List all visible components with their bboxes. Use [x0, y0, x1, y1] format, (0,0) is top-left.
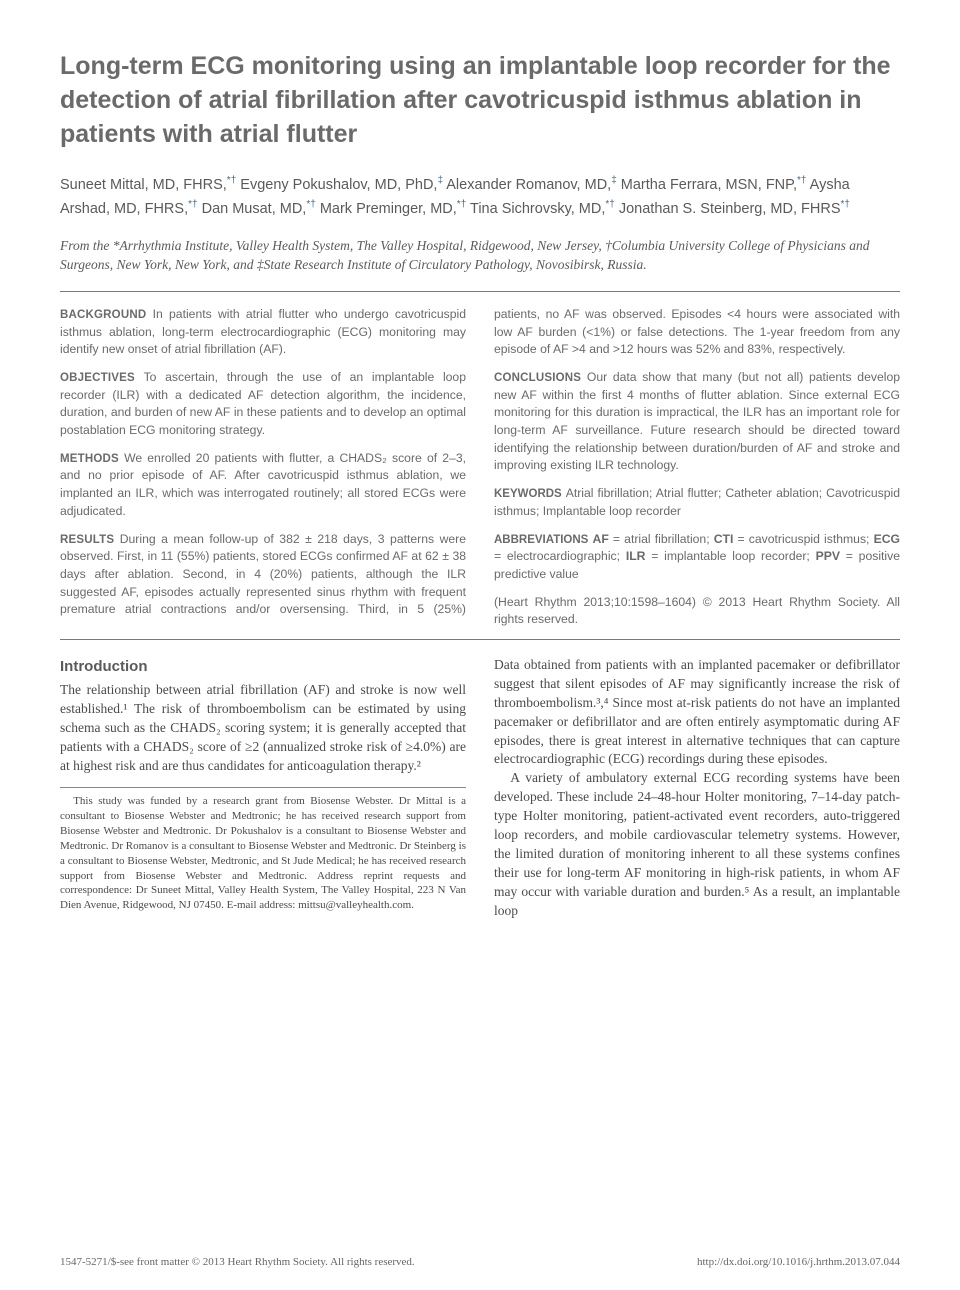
text-methods: We enrolled 20 patients with flutter, a … [60, 451, 466, 518]
label-methods: METHODS [60, 453, 119, 465]
intro-para-2: Data obtained from patients with an impl… [494, 656, 900, 769]
abstract-citation: (Heart Rhythm 2013;10:1598–1604) © 2013 … [494, 594, 900, 629]
funding-footnote: This study was funded by a research gran… [60, 787, 466, 913]
affiliations: From the *Arrhythmia Institute, Valley H… [60, 236, 900, 275]
text-conclusions: Our data show that many (but not all) pa… [494, 370, 900, 472]
intro-para-3: A variety of ambulatory external ECG rec… [494, 769, 900, 920]
abstract-block: BACKGROUND In patients with atrial flutt… [60, 306, 900, 629]
intro-para-1: The relationship between atrial fibrilla… [60, 681, 466, 775]
page-footer: 1547-5271/$-see front matter © 2013 Hear… [60, 1256, 900, 1268]
label-conclusions: CONCLUSIONS [494, 372, 581, 384]
abstract-objectives: OBJECTIVES To ascertain, through the use… [60, 369, 466, 440]
label-keywords: KEYWORDS [494, 488, 562, 500]
abstract-abbreviations: ABBREVIATIONS AF = atrial fibrillation; … [494, 531, 900, 584]
label-results: RESULTS [60, 534, 114, 546]
abstract-methods: METHODS We enrolled 20 patients with flu… [60, 450, 466, 521]
abstract-keywords: KEYWORDS Atrial fibrillation; Atrial flu… [494, 485, 900, 520]
article-title: Long-term ECG monitoring using an implan… [60, 50, 900, 151]
body-columns: Introduction The relationship between at… [60, 656, 900, 920]
label-objectives: OBJECTIVES [60, 372, 135, 384]
footer-right[interactable]: http://dx.doi.org/10.1016/j.hrthm.2013.0… [697, 1256, 900, 1268]
footer-left: 1547-5271/$-see front matter © 2013 Hear… [60, 1256, 415, 1268]
intro-heading: Introduction [60, 656, 466, 677]
abstract-conclusions: CONCLUSIONS Our data show that many (but… [494, 369, 900, 475]
rule-bottom [60, 639, 900, 640]
label-abbreviations: ABBREVIATIONS [494, 534, 588, 546]
label-background: BACKGROUND [60, 309, 146, 321]
abstract-background: BACKGROUND In patients with atrial flutt… [60, 306, 466, 359]
rule-top [60, 291, 900, 292]
author-list: Suneet Mittal, MD, FHRS,*† Evgeny Pokush… [60, 173, 900, 220]
